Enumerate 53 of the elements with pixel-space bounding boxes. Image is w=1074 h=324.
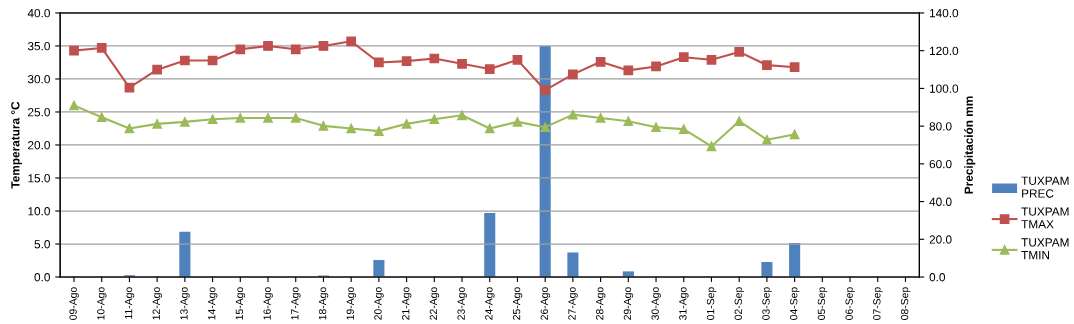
y-tick-label: 5.0 [34,240,50,249]
y2-tick-label: 120.0 [929,46,959,56]
x-tick-label: 23-Ago [457,287,467,320]
x-tick-label: 27-Ago [568,287,578,320]
y2-axis-title: Precipitación mm [964,96,976,194]
y-axis-title: Temperatura °C [11,101,22,189]
y-tick-label: 15.0 [28,174,50,183]
x-tick-label: 01-Sep [706,287,717,320]
x-tick-label: 24-Ago [485,287,495,320]
x-tick-label: 02-Sep [734,287,745,320]
y2-tick-label: 140.0 [929,8,959,18]
x-tick-label: 21-Ago [402,287,412,320]
x-tick-label: 10-Ago [97,287,107,320]
y-tick-label: 0.0 [34,273,50,282]
x-tick-label: 13-Ago [180,287,190,320]
y2-tick-label: 80.0 [929,122,952,131]
y-tick-label: 20.0 [28,141,50,150]
y2-tick-label: 100.0 [929,84,959,93]
x-tick-label: 14-Ago [208,287,218,320]
x-tick-label: 28-Ago [596,287,606,320]
x-tick-label: 25-Ago [512,287,523,320]
x-tick-label: 19-Ago [346,287,357,320]
x-tick-label: 08-Sep [900,287,911,320]
x-tick-label: 04-Sep [790,287,800,320]
y2-tick-label: 20.0 [929,235,952,244]
y2-tick-label: 60.0 [929,159,952,169]
x-tick-label: 09-Ago [69,287,79,320]
y-tick-label: 30.0 [27,75,50,84]
x-tick-label: 15-Ago [235,287,246,320]
x-tick-label: 16-Ago [263,287,273,320]
y-tick-label: 40.0 [27,8,50,18]
y-tick-label: 10.0 [28,207,50,216]
y-tick-label: 25.0 [28,108,50,117]
x-tick-label: 22-Ago [429,287,440,320]
legend-label: TUXPAM PREC [1021,176,1069,198]
x-tick-label: 18-Ago [318,287,329,320]
x-tick-label: 30-Ago [651,287,661,320]
legend-label: TUXPAM TMIN [1021,238,1069,260]
x-tick-label: 26-Ago [540,287,551,320]
y2-tick-label: 40.0 [929,197,952,206]
x-tick-label: 03-Sep [762,287,772,320]
y-tick-label: 35.0 [27,42,50,51]
x-tick-label: 17-Ago [291,287,301,320]
x-tick-label: 20-Ago [374,287,384,320]
x-tick-label: 05-Sep [817,287,828,320]
y2-tick-label: 0.0 [929,273,946,282]
x-tick-label: 07-Sep [873,287,883,320]
x-tick-label: 06-Sep [845,287,855,320]
x-tick-label: 31-Ago [679,287,689,320]
legend-label: TUXPAM TMAX [1021,207,1069,229]
x-tick-label: 12-Ago [152,287,163,320]
x-tick-label: 11-Ago [124,287,135,319]
x-tick-label: 29-Ago [623,287,634,320]
